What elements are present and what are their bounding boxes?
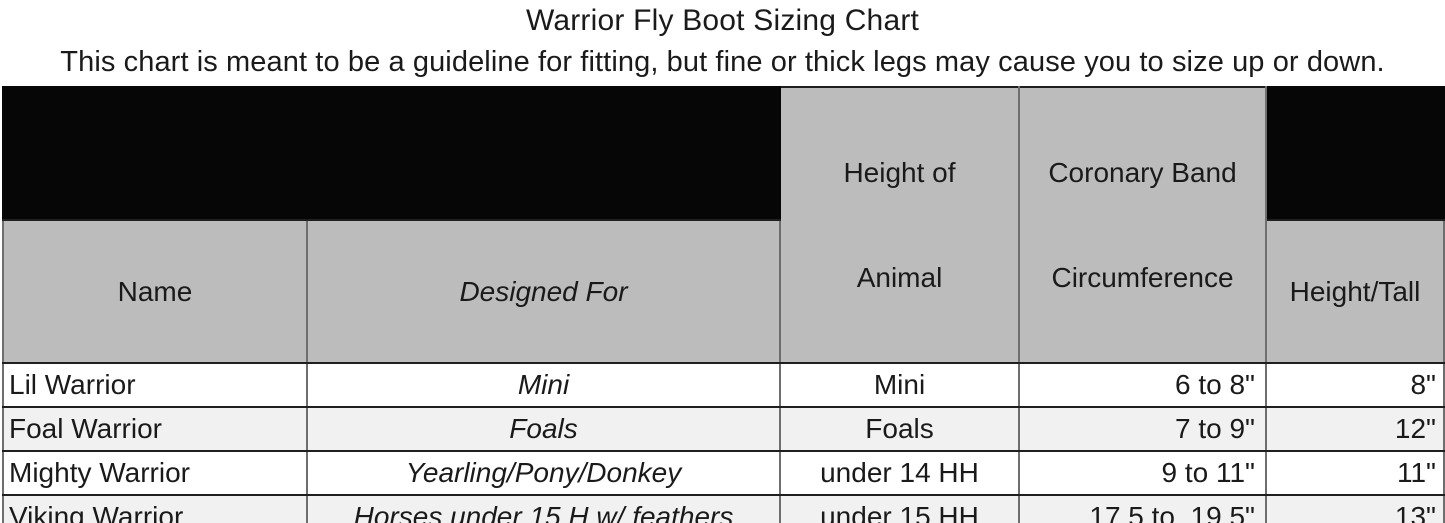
cell-name: Mighty Warrior [2,450,308,496]
cell-height-tall: 12" [1265,406,1445,452]
cell-name: Foal Warrior [2,406,308,452]
header-line: Coronary Band [1048,157,1237,188]
cell-height-tall: 13" [1265,494,1445,523]
cell-name: Viking Warrior [2,494,308,523]
table-row: Mighty Warrior Yearling/Pony/Donkey unde… [2,450,1445,496]
cell-height-of-animal: under 15 HH [779,494,1020,523]
cell-height-of-animal: under 14 HH [779,450,1020,496]
cell-height-tall: 8" [1265,362,1445,408]
table-row: Foal Warrior Foals Foals 7 to 9" 12" [2,406,1445,452]
sizing-chart-table: Height of Animal Coronary Band Circumfer… [2,86,1445,523]
column-header-height-tall: Height/Tall [1265,219,1445,364]
cell-coronary-band: 17.5 to 19.5" [1018,494,1267,523]
cell-coronary-band: 7 to 9" [1018,406,1267,452]
header-line: Circumference [1051,262,1234,293]
cell-height-of-animal: Foals [779,406,1020,452]
table-row: Lil Warrior Mini Mini 6 to 8" 8" [2,362,1445,408]
cell-designed-for: Mini [306,362,781,408]
cell-coronary-band: 6 to 8" [1018,362,1267,408]
header-line: Height of [843,157,956,188]
column-header-height-of-animal: Height of Animal [779,86,1020,364]
cell-height-of-animal: Mini [779,362,1020,408]
column-header-row: Name Designed For Height/Tall [2,219,1445,364]
cell-height-tall: 11" [1265,450,1445,496]
column-header-name: Name [2,219,308,364]
header-line: Animal [856,262,943,293]
black-band-cell-right [1265,86,1445,221]
column-header-designed-for: Designed For [306,219,781,364]
table-row: Viking Warrior Horses under 15 H w/ feat… [2,494,1445,523]
page-title: Warrior Fly Boot Sizing Chart [525,4,920,37]
cell-name: Lil Warrior [2,362,308,408]
chart-guideline-note: This chart is meant to be a guideline fo… [60,46,1385,78]
header-black-band-row: Height of Animal Coronary Band Circumfer… [2,86,1445,364]
column-header-coronary-band-circumference: Coronary Band Circumference [1018,86,1267,364]
cell-designed-for: Foals [306,406,781,452]
black-band-cell-left [2,86,781,221]
cell-designed-for: Horses under 15 H w/ feathers [306,494,781,523]
cell-coronary-band: 9 to 11" [1018,450,1267,496]
cell-designed-for: Yearling/Pony/Donkey [306,450,781,496]
